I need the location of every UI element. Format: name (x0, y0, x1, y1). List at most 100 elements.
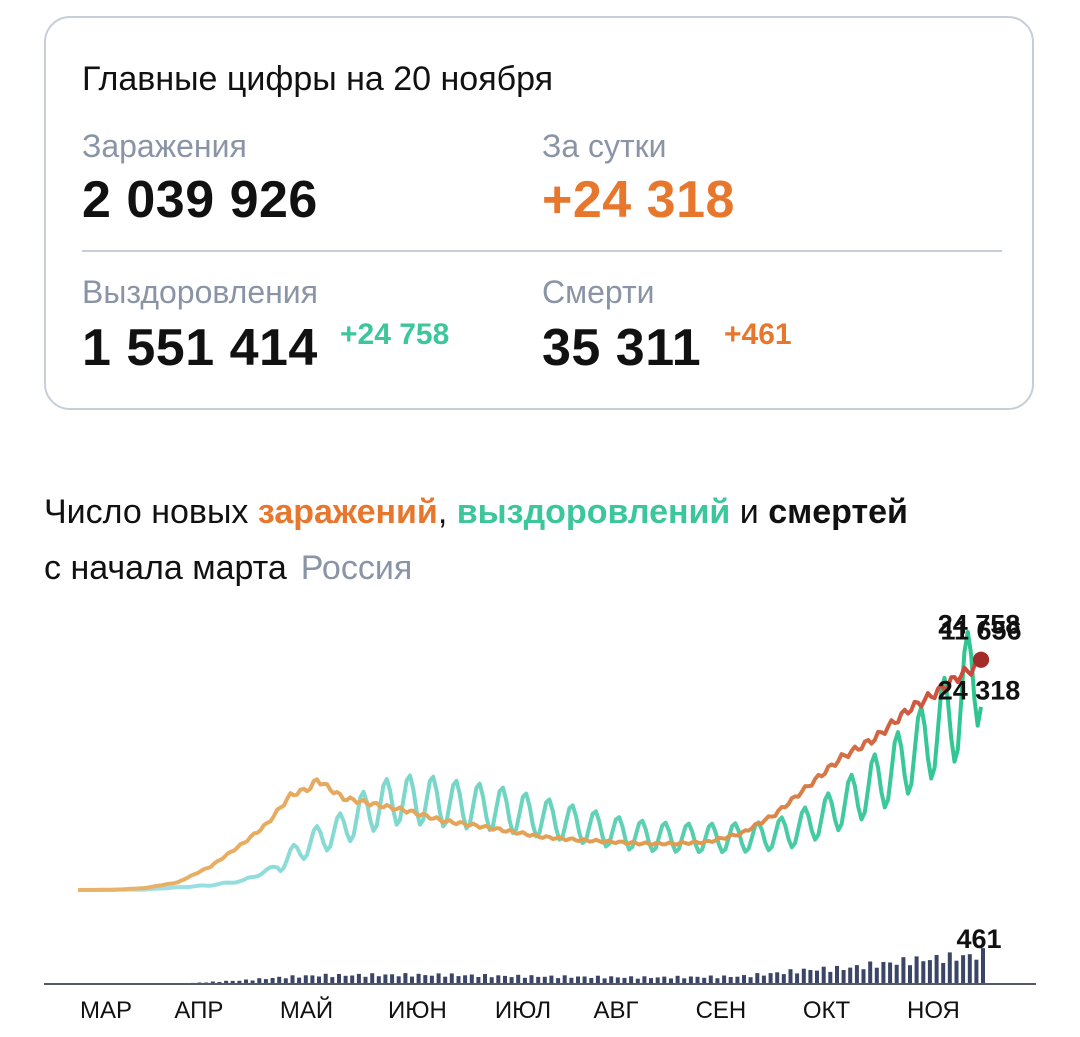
heading-deaths-word: смертей (768, 493, 908, 531)
deaths-bar (536, 976, 541, 984)
chart-heading-line1: Число новых заражений, выздоровлений и с… (44, 484, 1044, 540)
infections-value: 2 039 926 (82, 171, 318, 229)
x-axis-month-labels: МАР АПР МАЙ ИЮН ИЮЛ АВГ СЕН ОКТ НОЯ (80, 996, 960, 1024)
deaths-bar (881, 962, 886, 984)
month-label: АПР (174, 997, 223, 1024)
recoveries-last-label: 24 758 (938, 610, 1021, 640)
month-label: НОЯ (907, 997, 960, 1024)
deaths-bar (801, 968, 806, 984)
deaths-bar (383, 974, 388, 984)
deaths-bar (795, 973, 800, 984)
deaths-bar (516, 974, 521, 984)
deaths-bar (250, 980, 255, 984)
deaths-bar (927, 960, 932, 984)
deaths-bar (841, 970, 846, 984)
deaths-bar (742, 975, 746, 984)
month-label: ИЮЛ (495, 997, 551, 1024)
deaths-bar (695, 976, 700, 984)
deaths-bar (589, 978, 594, 984)
deaths-last-label: 461 (957, 924, 1002, 954)
deaths-bar (569, 977, 574, 984)
deaths-bar (708, 975, 713, 984)
deaths-bar (848, 967, 853, 984)
deaths-bar (715, 978, 720, 984)
deaths-bar (549, 975, 554, 984)
deaths-bar (277, 976, 282, 984)
deaths-bar (350, 975, 355, 984)
deaths-bar (934, 955, 939, 984)
deaths-bar (781, 974, 786, 984)
deaths-bar (509, 977, 514, 984)
deaths-label: Смерти (542, 274, 655, 310)
deaths-bar (888, 962, 893, 984)
deaths-bar (808, 970, 813, 984)
deaths-bar (722, 975, 727, 984)
deaths-bar (815, 970, 819, 984)
deaths-bar (629, 976, 634, 984)
deaths-bar (483, 974, 487, 984)
deaths-bar (901, 957, 906, 984)
deaths-bar (303, 975, 308, 984)
deaths-bar (688, 976, 693, 984)
deaths-bar (921, 961, 926, 984)
deaths-bar (449, 973, 454, 984)
deaths-bar (396, 976, 401, 984)
deaths-delta: +461 (724, 318, 792, 351)
recoveries-label: Выздоровления (82, 274, 318, 310)
region-link[interactable]: Россия (300, 549, 413, 587)
deaths-bar (429, 975, 434, 984)
deaths-bar (476, 977, 481, 984)
heading-comma: , (437, 493, 448, 531)
deaths-bar (257, 978, 262, 984)
deaths-bar (542, 976, 547, 984)
latest-value-marker (973, 651, 990, 668)
infections-peak-label: 11 656 (940, 616, 1021, 646)
deaths-bars (78, 948, 985, 984)
recoveries-value: 1 551 414 (82, 319, 318, 377)
deaths-bar (967, 954, 972, 984)
chart-heading-line2: с начала марта Россия (44, 540, 1044, 596)
deaths-bar (356, 973, 361, 984)
month-label: ИЮН (388, 997, 447, 1024)
deaths-bar (828, 971, 833, 984)
summary-title: Главные цифры на 20 ноября (82, 60, 554, 98)
deaths-bar (556, 978, 561, 984)
deaths-bar (954, 960, 959, 984)
deaths-bar (761, 975, 766, 984)
deaths-bar (503, 975, 507, 984)
deaths-bar (562, 975, 567, 984)
deaths-bar (576, 976, 580, 984)
deaths-bar (443, 976, 448, 984)
deaths-bar (237, 980, 242, 984)
daily-value: +24 318 (542, 171, 735, 229)
deaths-bar (874, 967, 879, 984)
deaths-bar (423, 975, 428, 984)
deaths-value: 35 311 (542, 319, 702, 377)
deaths-bar (224, 980, 229, 984)
heading-prefix: Число новых (44, 493, 258, 531)
heading-and: и (730, 493, 769, 531)
deaths-bar (635, 978, 640, 984)
deaths-bar (403, 973, 408, 984)
infections-label: Заражения (82, 128, 247, 164)
daily-label: За сутки (542, 128, 667, 164)
deaths-bar (463, 975, 468, 984)
deaths-bar (941, 963, 946, 984)
deaths-bar (522, 977, 527, 984)
recoveries-series-line (78, 630, 983, 892)
deaths-bar (961, 955, 966, 984)
covid-chart: 11 656 24 758 24 318 461 МАР АПР МАЙ ИЮН ИЮЛ… (44, 610, 1036, 1024)
month-label: МАЙ (280, 996, 333, 1024)
deaths-bar (735, 976, 740, 984)
deaths-bar (337, 974, 341, 984)
deaths-bar (297, 977, 302, 984)
deaths-bar (244, 979, 248, 984)
deaths-bar (748, 977, 753, 984)
deaths-bar (595, 975, 600, 984)
deaths-bar (788, 969, 793, 984)
deaths-bar (974, 959, 979, 984)
heading-recoveries-word: выздоровлений (456, 493, 731, 531)
deaths-bar (854, 965, 859, 984)
deaths-bar (456, 976, 461, 984)
deaths-bar (489, 977, 494, 984)
